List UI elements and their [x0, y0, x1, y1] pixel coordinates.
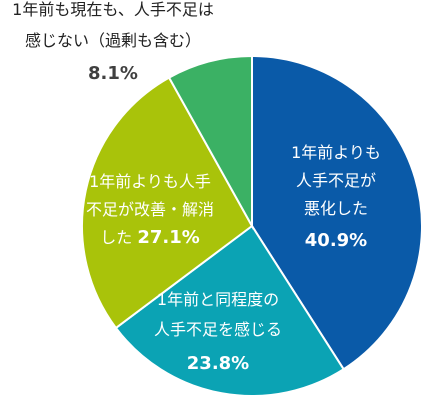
slice-percent-label: 8.1% [88, 63, 138, 84]
slice-label-text: 1年前も現在も、人手不足は [12, 0, 214, 19]
slice-percent-label: 27.1% [137, 227, 199, 248]
slice-improved [81, 76, 254, 330]
slice-label-text: 人手不足を感じる [154, 320, 282, 339]
slice-label-text: 悪化した [304, 199, 368, 218]
slice-percent-label: 23.8% [187, 353, 249, 374]
slice-label-text: した [100, 228, 137, 247]
slice-label-text: 不足が改善・解消 [86, 200, 214, 219]
pie-slices [81, 54, 424, 397]
slice-label-text: 感じない（過剰も含む） [25, 31, 201, 50]
slice-label-text: 人手不足が [296, 171, 376, 190]
slice-label-text: 1年前と同程度の [157, 290, 279, 309]
slice-label-text: 1年前よりも [291, 143, 381, 162]
slice-percent-label: 40.9% [305, 230, 367, 251]
slice-none [167, 54, 253, 230]
slice-label-text: した 27.1% [100, 227, 200, 248]
slice-same [114, 224, 346, 397]
slice-label-text: 1年前よりも人手 [89, 172, 211, 191]
